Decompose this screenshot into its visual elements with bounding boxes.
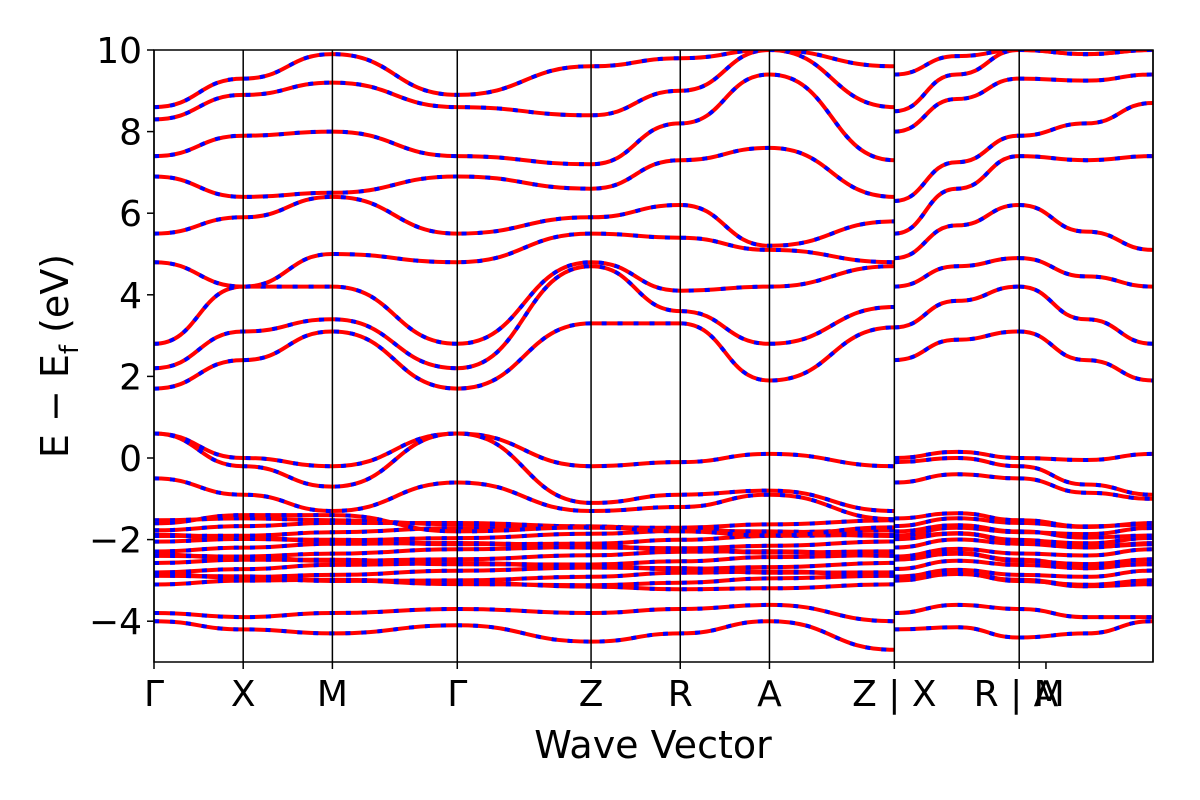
y-tick-label: 4 <box>119 276 142 317</box>
band-line-overlay <box>154 264 1153 371</box>
x-axis-label: Wave Vector <box>534 723 772 767</box>
band-line <box>154 154 1153 248</box>
y-tick-label: 6 <box>119 194 142 235</box>
band-line <box>154 101 1153 203</box>
x-tick-label: R | M <box>974 674 1065 715</box>
band-line-overlay <box>154 101 1153 203</box>
y-tick-label: 8 <box>119 113 142 154</box>
y-tick-label: −4 <box>89 602 142 643</box>
y-axis-label-unit: (eV) <box>33 254 77 345</box>
y-tick-label: 2 <box>119 357 142 398</box>
band-lines <box>154 50 1153 652</box>
band-line-overlay <box>154 321 1153 391</box>
x-tick-label: R <box>668 674 693 715</box>
band-line-overlay <box>154 431 1153 469</box>
y-tick-label: 0 <box>119 439 142 480</box>
band-line-overlay <box>154 431 1153 513</box>
x-tick-label: A <box>1034 674 1059 715</box>
band-line-dense-overlay <box>154 549 1153 567</box>
band-line-overlay <box>154 203 1153 289</box>
band-line-overlay <box>154 619 1153 652</box>
y-axis-label-sub: f <box>55 344 85 354</box>
y-tick-label: −2 <box>89 521 142 562</box>
x-tick-label: Z | X <box>852 674 936 715</box>
band-line <box>154 264 1153 371</box>
band-line-overlay <box>154 72 1153 167</box>
x-tick-label: Z <box>579 674 604 715</box>
band-line-overlay <box>154 472 1153 522</box>
band-line-overlay <box>154 50 1153 110</box>
band-line <box>154 203 1153 289</box>
x-tick-label: A <box>757 674 782 715</box>
band-line-dense-overlay <box>154 511 1153 530</box>
band-line <box>154 72 1153 167</box>
band-line <box>154 619 1153 652</box>
y-axis: −4 −2 0 2 4 6 8 10 <box>89 31 154 643</box>
y-axis-label-main: E − E <box>33 354 77 458</box>
x-tick-label: Γ <box>447 674 467 715</box>
plot-frame <box>153 49 1154 663</box>
band-line-overlay <box>154 602 1153 624</box>
x-tick-label: M <box>317 674 348 715</box>
band-line <box>154 602 1153 624</box>
band-line-dense-overlay <box>154 544 1153 559</box>
band-line-dense-overlay <box>154 565 1153 580</box>
band-line <box>154 431 1153 513</box>
y-axis-label: E − Ef (eV) <box>33 254 85 458</box>
y-tick-label: 10 <box>96 31 142 72</box>
x-tick-label: X <box>231 674 256 715</box>
x-tick-label: Γ <box>144 674 164 715</box>
band-line-overlay <box>154 256 1153 346</box>
band-line-dense-overlay <box>154 528 1153 546</box>
band-line-overlay <box>154 154 1153 248</box>
band-line-overlay <box>154 513 1153 540</box>
